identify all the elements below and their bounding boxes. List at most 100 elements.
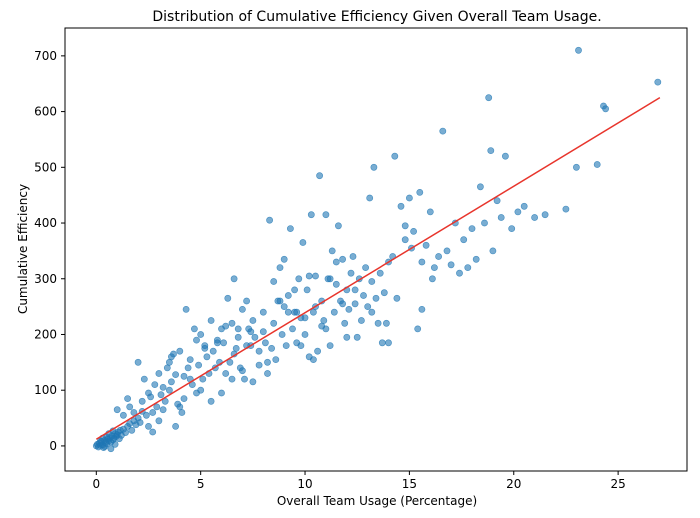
y-tick-label: 0 bbox=[49, 439, 57, 453]
chart-title: Distribution of Cumulative Efficiency Gi… bbox=[152, 9, 601, 25]
scatter-point bbox=[241, 375, 248, 383]
scatter-point bbox=[113, 406, 121, 414]
x-tick-label: 10 bbox=[297, 477, 312, 491]
scatter-point bbox=[380, 289, 388, 297]
scatter-point bbox=[345, 305, 353, 313]
scatter-point bbox=[282, 342, 290, 349]
scatter-point bbox=[140, 375, 148, 383]
scatter-point bbox=[251, 333, 259, 341]
scatter-point bbox=[228, 375, 236, 383]
scatter-point bbox=[353, 333, 361, 341]
scatter-point bbox=[364, 303, 372, 310]
scatter-point bbox=[184, 364, 192, 372]
scatter-point bbox=[165, 386, 173, 394]
scatter-point bbox=[339, 255, 346, 263]
y-tick-label: 300 bbox=[34, 272, 57, 286]
scatter-point bbox=[199, 375, 207, 383]
scatter-point bbox=[481, 219, 488, 227]
scatter-point bbox=[159, 383, 167, 391]
scatter-point bbox=[276, 297, 284, 305]
scatter-point bbox=[167, 353, 175, 361]
scatter-point bbox=[207, 317, 215, 324]
scatter-point bbox=[654, 78, 662, 86]
scatter-point bbox=[193, 336, 200, 344]
scatter-point bbox=[201, 344, 209, 352]
scatter-point bbox=[372, 294, 380, 302]
scatter-point bbox=[195, 361, 202, 369]
scatter-point bbox=[309, 308, 317, 316]
scatter-point bbox=[485, 94, 493, 102]
scatter-point bbox=[186, 356, 194, 363]
scatter-point bbox=[167, 378, 175, 386]
scatter-point bbox=[305, 272, 313, 280]
scatter-point bbox=[573, 163, 580, 171]
scatter-point bbox=[270, 319, 278, 327]
scatter-point bbox=[430, 264, 438, 271]
scatter-point bbox=[264, 370, 271, 377]
scatter-point bbox=[284, 308, 292, 316]
scatter-point bbox=[138, 397, 146, 405]
scatter-point bbox=[328, 247, 336, 255]
scatter-point bbox=[489, 247, 497, 255]
scatter-point bbox=[178, 409, 186, 416]
scatter-point bbox=[602, 105, 609, 113]
x-axis: 0 5 10 15 20 25 bbox=[92, 471, 626, 491]
scatter-point bbox=[159, 406, 167, 414]
scatter-point bbox=[393, 294, 401, 302]
scatter-point bbox=[366, 194, 374, 202]
scatter-point bbox=[322, 211, 330, 219]
scatter-point bbox=[320, 317, 328, 324]
scatter-point bbox=[153, 403, 161, 411]
scatter-point bbox=[476, 183, 484, 191]
scatter-point bbox=[203, 353, 211, 361]
scatter-point bbox=[255, 361, 263, 369]
trend-line bbox=[95, 97, 661, 440]
scatter-point bbox=[232, 344, 240, 352]
scatter-point bbox=[351, 300, 359, 308]
scatter-point bbox=[176, 403, 184, 411]
scatter-point bbox=[289, 325, 296, 333]
scatter-point bbox=[447, 261, 455, 269]
scatter-point bbox=[259, 308, 267, 316]
scatter-point bbox=[439, 127, 447, 135]
scatter-point bbox=[326, 275, 334, 283]
scatter-point bbox=[128, 426, 136, 434]
scatter-point bbox=[343, 333, 351, 341]
scatter-point bbox=[391, 152, 399, 160]
scatter-point bbox=[332, 258, 340, 266]
scatter-point bbox=[180, 395, 188, 402]
scatter-point bbox=[222, 322, 230, 330]
scatter-point bbox=[368, 308, 376, 316]
scatter-point bbox=[326, 342, 334, 349]
scatter-point bbox=[428, 275, 436, 283]
scatter-point bbox=[220, 339, 227, 347]
scatter-point bbox=[460, 236, 468, 244]
scatter-point bbox=[278, 331, 286, 338]
scatter-point bbox=[97, 437, 104, 445]
scatter-point bbox=[286, 225, 294, 232]
scatter-point bbox=[334, 222, 342, 230]
scatter-point bbox=[318, 322, 326, 330]
scatter-point bbox=[182, 305, 190, 313]
scatter-point bbox=[268, 344, 275, 352]
scatter-point bbox=[255, 347, 263, 355]
scatter-point bbox=[501, 152, 509, 160]
y-axis: 0 100 200 300 400 500 600 700 bbox=[34, 49, 65, 453]
y-tick-label: 600 bbox=[34, 105, 57, 119]
scatter-point bbox=[487, 147, 495, 154]
x-axis-label: Overall Team Usage (Percentage) bbox=[277, 494, 477, 508]
scatter-point bbox=[468, 225, 476, 232]
y-tick-label: 100 bbox=[34, 383, 57, 397]
scatter-point bbox=[376, 269, 384, 277]
scatter-point bbox=[418, 258, 426, 266]
scatter-point bbox=[295, 275, 303, 283]
scatter-point bbox=[382, 319, 390, 327]
scatter-point bbox=[397, 202, 405, 210]
x-tick-label: 25 bbox=[610, 477, 625, 491]
scatter-point bbox=[264, 358, 271, 366]
scatter-point bbox=[134, 358, 142, 366]
x-tick-label: 20 bbox=[506, 477, 521, 491]
scatter-point bbox=[243, 297, 250, 305]
y-axis-label: Cumulative Efficiency bbox=[16, 184, 30, 314]
scatter-point bbox=[261, 339, 269, 347]
